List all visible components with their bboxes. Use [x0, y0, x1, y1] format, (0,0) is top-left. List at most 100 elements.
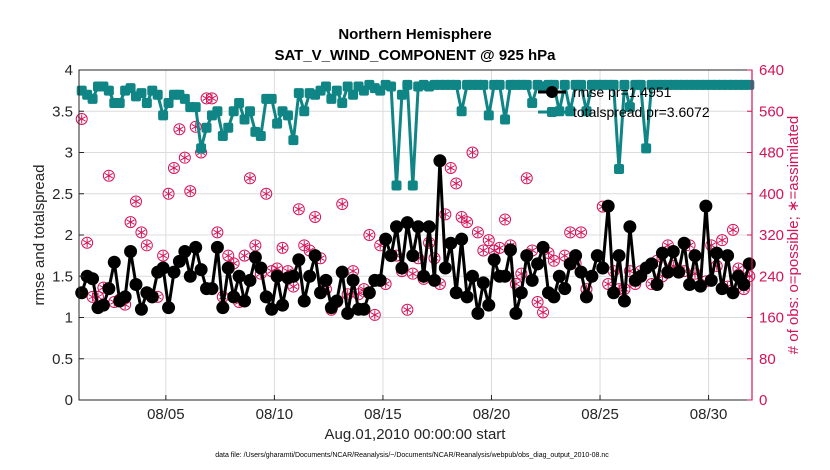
rmse-point [596, 261, 610, 275]
totalspread-point [565, 106, 576, 117]
left-tick-label-6: 3 [65, 145, 73, 162]
obs-assimilated-marker [224, 251, 233, 261]
obs-possible-marker [189, 120, 202, 133]
asterisk-stroke [734, 265, 743, 272]
obs-assimilated-marker [278, 243, 287, 253]
rmse-point [314, 286, 328, 300]
obs-assimilated-marker [549, 256, 559, 266]
asterisk-stroke [500, 216, 510, 223]
obs-assimilated-marker [262, 189, 271, 199]
obs-possible-marker [547, 254, 560, 267]
asterisk-stroke [403, 307, 412, 313]
rmse-point [574, 265, 588, 279]
asterisk-stroke [131, 198, 141, 205]
rmse-point [216, 301, 230, 315]
legend-rmse-marker [546, 86, 558, 98]
rmse-point [617, 294, 631, 308]
obs-assimilated-marker [158, 251, 168, 261]
totalspread-point [608, 79, 619, 90]
rmse-point [601, 199, 615, 213]
totalspread-point [320, 81, 331, 92]
right-tick-label-1: 80 [759, 351, 776, 368]
asterisk-stroke [126, 219, 135, 225]
asterisk-stroke [370, 312, 379, 318]
obs-possible-marker [471, 226, 484, 239]
obs-possible-marker [167, 161, 180, 174]
asterisk-stroke [104, 173, 113, 179]
totalspread-point [527, 98, 538, 108]
y-axis-label-left: rmse and totalspread [31, 165, 48, 306]
right-tick-label-6: 480 [759, 145, 784, 162]
totalspread-point [494, 79, 505, 90]
rmse-point [607, 286, 621, 300]
obs-assimilated-marker [728, 225, 738, 235]
rmse-point [742, 257, 756, 271]
asterisk-stroke [338, 201, 347, 207]
rmse-point [471, 306, 485, 320]
rmse-point [509, 306, 523, 320]
totalspread-point [391, 180, 402, 191]
rmse-point [520, 249, 534, 263]
obs-assimilated-marker [468, 148, 477, 157]
rmse-point [672, 265, 686, 279]
rmse-point [276, 298, 290, 312]
obs-possible-marker [444, 161, 457, 174]
rmse-point [373, 273, 387, 287]
right-tick-label-0: 0 [759, 392, 767, 409]
asterisk-stroke [300, 242, 309, 248]
right-tick-label-2: 160 [759, 310, 784, 327]
rmse-point [514, 286, 528, 300]
totalspread-point [196, 143, 207, 154]
totalspread-point [581, 106, 592, 117]
rmse-point [297, 294, 311, 308]
asterisk-stroke [376, 242, 385, 248]
rmse-point [422, 220, 436, 234]
rmse-point [650, 278, 664, 291]
totalspread-point [348, 89, 359, 100]
rmse-point [737, 278, 751, 291]
obs-assimilated-marker [240, 251, 249, 261]
rmse-point [693, 279, 707, 293]
rmse-point [498, 269, 512, 283]
obs-possible-marker [184, 185, 197, 198]
obs-possible-marker [129, 195, 142, 208]
legend: rmse pr=1.4951 totalspread pr=3.6072 [538, 84, 710, 120]
rmse-point [102, 282, 116, 296]
obs-possible-marker [575, 226, 588, 239]
asterisk-stroke [522, 175, 531, 181]
rmse-point [395, 261, 409, 275]
rmse-point [221, 261, 235, 275]
totalspread-point [179, 93, 190, 104]
rmse-point [579, 290, 593, 304]
rmse-point [129, 278, 143, 291]
totalspread-point [478, 79, 489, 90]
rmse-point [172, 254, 186, 268]
asterisk-stroke [479, 247, 488, 254]
totalspread-point [744, 79, 755, 90]
obs-possible-marker [401, 303, 414, 316]
totalspread-point [255, 131, 266, 141]
obs-assimilated-marker [213, 227, 222, 237]
totalspread-point [282, 110, 293, 121]
rmse-point [75, 286, 89, 300]
obs-assimilated-marker [408, 269, 417, 279]
obs-possible-marker [727, 223, 740, 236]
obs-assimilated-marker [310, 212, 320, 222]
rmse-point [308, 249, 322, 263]
right-tick-label-4: 320 [759, 227, 784, 244]
rmse-point [243, 273, 257, 287]
asterisk-stroke [495, 245, 504, 251]
asterisk-stroke [224, 252, 233, 259]
rmse-point [427, 273, 441, 287]
totalspread-point [234, 98, 245, 108]
rmse-point [259, 290, 273, 304]
rmse-point [433, 154, 447, 168]
totalspread-point [136, 88, 147, 99]
rmse-point [688, 249, 702, 263]
rmse-point [558, 282, 572, 296]
rmse-point [346, 273, 360, 287]
obs-possible-marker [716, 234, 729, 247]
rmse-point [666, 245, 680, 258]
left-tick-label-5: 2.5 [52, 186, 73, 203]
totalspread-point [152, 89, 163, 100]
